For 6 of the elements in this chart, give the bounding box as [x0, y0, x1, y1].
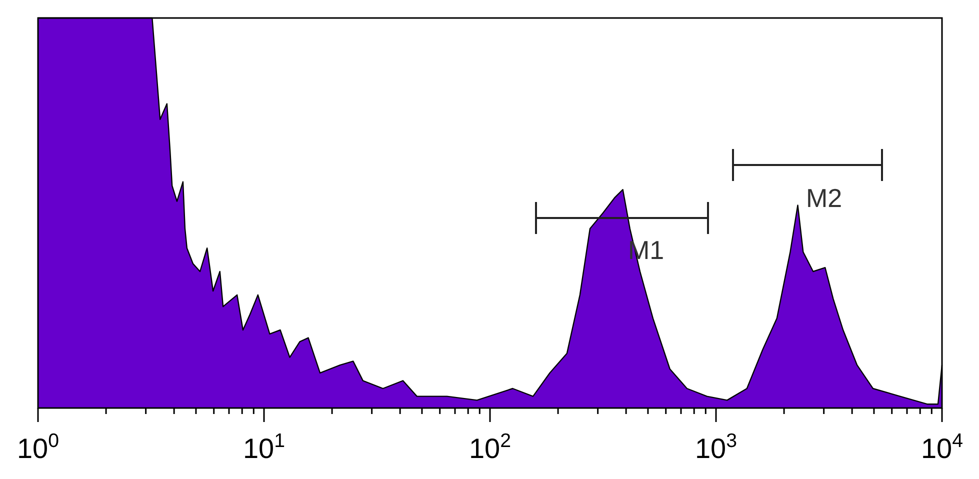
x-tick-label: 10$^{4}$: [920, 430, 964, 464]
annotation: M2: [806, 182, 842, 213]
x-tick-label: 10$^{0}$: [16, 430, 60, 464]
x-tick-label: 10$^{3}$: [694, 430, 738, 464]
x-tick-label: 10$^{1}$: [242, 430, 286, 464]
x-tick-label: 10$^{2}$: [468, 430, 512, 464]
